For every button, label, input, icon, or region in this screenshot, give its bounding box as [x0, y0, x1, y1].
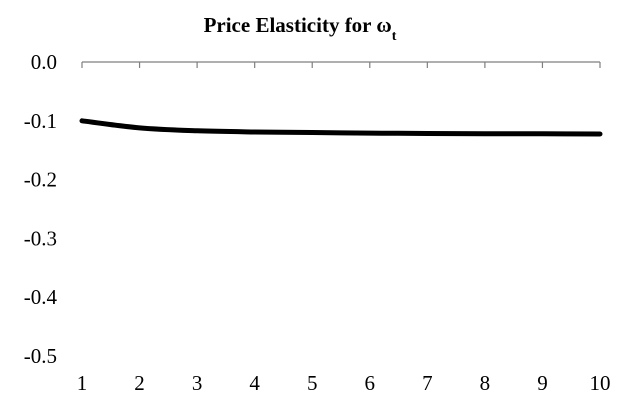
x-tick-label: 1 [77, 371, 88, 395]
x-tick-label: 7 [422, 371, 433, 395]
y-tick-labels: 0.0 -0.1 -0.2 -0.3 -0.4 -0.5 [24, 50, 58, 368]
y-tick-label: 0.0 [31, 50, 57, 74]
series-layer [79, 118, 603, 137]
y-tick-label: -0.1 [24, 109, 57, 133]
x-tick-label: 8 [480, 371, 491, 395]
y-tick-label: -0.3 [24, 226, 57, 250]
x-tick-label: 9 [537, 371, 548, 395]
x-tick-label: 10 [590, 371, 611, 395]
chart-title-main: Price Elasticity for ω [204, 13, 392, 37]
x-tick-label: 5 [307, 371, 318, 395]
x-tick-label: 4 [249, 371, 260, 395]
chart-title-subscript: t [392, 29, 397, 44]
y-tick-label: -0.5 [24, 344, 57, 368]
series-line [79, 118, 603, 137]
y-tick-label: -0.2 [24, 168, 57, 192]
x-tick-labels: 1 2 3 4 5 6 7 8 9 10 [77, 371, 611, 395]
x-tick-label: 2 [134, 371, 145, 395]
axis-layer [81, 61, 601, 68]
y-tick-label: -0.4 [24, 285, 58, 309]
x-tick-label: 6 [365, 371, 376, 395]
x-tick-label: 3 [192, 371, 203, 395]
chart-title: Price Elasticity for ωt [204, 13, 397, 44]
